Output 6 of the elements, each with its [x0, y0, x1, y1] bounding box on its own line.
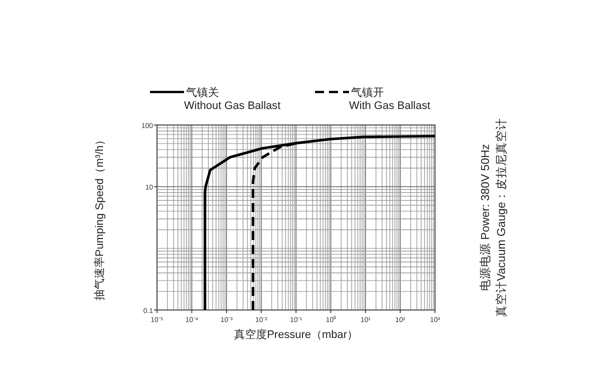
- legend-label: 气镇开 With Gas Ballast: [349, 87, 430, 112]
- x-axis-title: 真空度Pressure（mbar）: [234, 328, 358, 341]
- text: 真空计Vacuum Gauge：皮拉尼真空计: [494, 118, 508, 318]
- text: 电源电源 Power: 380V 50Hz: [479, 144, 492, 292]
- y-axis-title: 抽气速率Pumping Speed（m³/h）: [93, 134, 106, 301]
- legend-label: 气镇关 Without Gas Ballast: [184, 86, 281, 112]
